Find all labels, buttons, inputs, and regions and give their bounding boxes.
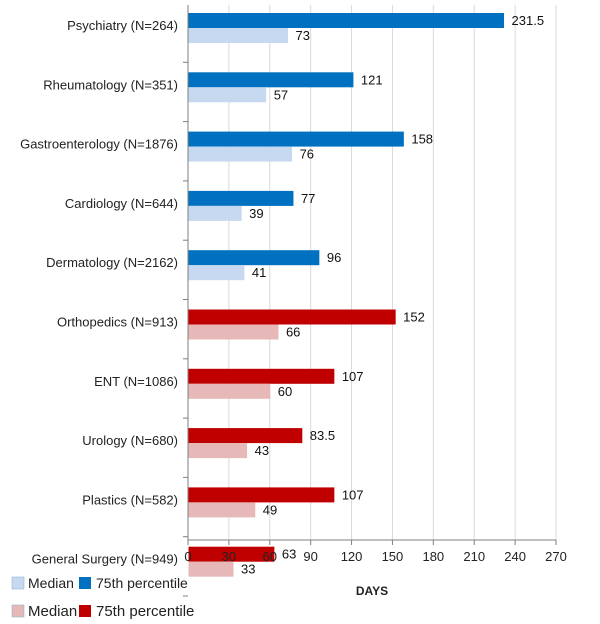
bar-75th-percentile	[188, 131, 404, 147]
category-label: Urology (N=680)	[82, 433, 178, 448]
bar-75th-percentile	[188, 428, 303, 444]
value-label-75th: 96	[327, 250, 341, 265]
bar-median	[188, 87, 267, 103]
x-tick-label: 150	[382, 549, 404, 564]
value-label-75th: 107	[342, 369, 364, 384]
value-label-median: 41	[252, 265, 266, 280]
category-label: General Surgery (N=949)	[32, 552, 178, 567]
bar-median	[188, 28, 288, 43]
value-label-75th: 63	[282, 547, 296, 562]
x-tick-label: 270	[545, 549, 567, 564]
value-label-median: 73	[295, 28, 309, 43]
bar-median	[188, 146, 293, 162]
value-label-median: 60	[278, 384, 292, 399]
x-tick-label: 60	[263, 549, 277, 564]
category-label: Orthopedics (N=913)	[57, 315, 178, 330]
bar-75th-percentile	[188, 368, 335, 384]
legend-label-75th: 75th percentile	[96, 603, 194, 620]
x-tick-label: 0	[184, 549, 191, 564]
value-label-median: 66	[286, 325, 300, 340]
legend-label-median: Median	[28, 603, 77, 620]
bar-median	[188, 383, 271, 399]
x-tick-label: 120	[341, 549, 363, 564]
value-label-median: 39	[249, 206, 263, 221]
value-label-median: 49	[263, 502, 277, 517]
category-label: Gastroenterology (N=1876)	[20, 137, 178, 152]
bar-median	[188, 443, 248, 459]
value-label-median: 76	[300, 147, 314, 162]
bar-median	[188, 561, 234, 577]
category-label: Plastics (N=582)	[82, 492, 178, 507]
bar-75th-percentile	[188, 72, 354, 88]
legend-swatch-75th	[79, 605, 91, 617]
bars	[188, 13, 505, 577]
x-axis: 0 30 60 90 120 150 180 210 240 270	[183, 5, 567, 597]
bar-75th-percentile	[188, 250, 320, 266]
value-label-75th: 77	[301, 191, 315, 206]
value-label-75th: 107	[342, 487, 364, 502]
value-labels: 231.5 73 121 57 158 76 77 39 96 41 152 66 107 60 83.5 4…	[241, 13, 544, 577]
category-label: Cardiology (N=644)	[65, 196, 178, 211]
bar-75th-percentile	[188, 487, 335, 503]
legend-label-median: Median	[28, 575, 74, 591]
legend-swatch-median	[11, 604, 25, 618]
bar-median	[188, 502, 256, 518]
gridlines	[228, 5, 557, 540]
bar-median	[188, 205, 242, 221]
value-label-75th: 158	[411, 132, 433, 147]
bar-median	[188, 265, 245, 281]
bar-75th-percentile	[188, 309, 396, 325]
value-label-75th: 231.5	[512, 13, 545, 28]
category-label: Psychiatry (N=264)	[67, 18, 178, 33]
value-label-75th: 83.5	[310, 428, 335, 443]
bar-median	[188, 324, 279, 340]
category-label: Dermatology (N=2162)	[46, 255, 178, 270]
legend-swatch-75th	[79, 577, 91, 589]
legend: Median 75th percentile Median 75th percenti…	[11, 575, 194, 620]
value-label-75th: 121	[361, 72, 383, 87]
x-tick-label: 180	[422, 549, 444, 564]
value-label-median: 43	[255, 443, 269, 458]
legend-label-75th: 75th percentile	[96, 575, 188, 591]
x-tick-label: 90	[303, 549, 317, 564]
category-labels: Psychiatry (N=264) Rheumatology (N=351) Ga…	[20, 18, 178, 567]
bar-75th-percentile	[188, 546, 275, 562]
legend-swatch-median	[11, 576, 25, 590]
value-label-median: 33	[241, 562, 255, 577]
bar-75th-percentile	[188, 190, 294, 206]
x-axis-title: DAYS	[356, 584, 388, 598]
category-label: ENT (N=1086)	[94, 374, 178, 389]
value-label-75th: 152	[403, 310, 425, 325]
bar-75th-percentile	[188, 13, 505, 28]
x-tick-label: 210	[463, 549, 485, 564]
category-label: Rheumatology (N=351)	[43, 77, 178, 92]
value-label-median: 57	[274, 87, 288, 102]
x-tick-label: 30	[222, 549, 236, 564]
x-tick-label: 240	[504, 549, 526, 564]
